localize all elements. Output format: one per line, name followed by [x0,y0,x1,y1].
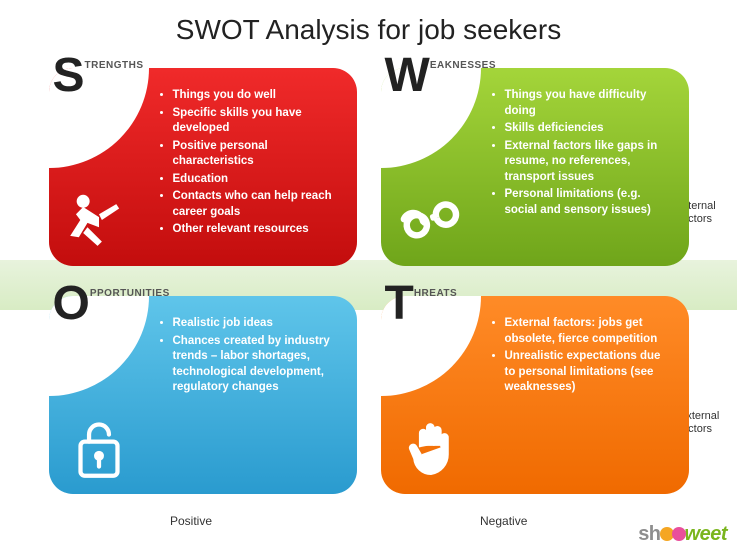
list-item: Things you do well [173,88,341,104]
quadrant-label-rest: TRENGTHS [85,60,144,71]
logo-o-2 [672,527,686,541]
quadrant-letter: O [53,284,88,325]
list-item: Positive personal characteristics [173,139,341,170]
quadrant-letter: T [385,284,412,325]
quadrant-label-rest: PPORTUNITIES [90,288,170,299]
list-item: Personal limitations (e.g. social and se… [505,187,673,218]
list-item: External factors: jobs get obsolete, fie… [505,316,673,347]
quadrant-letter: W [385,56,428,97]
quadrant-heading: THREATS [385,284,458,325]
logo-part-green: weet [685,523,727,545]
quadrant-threats: External factors: jobs get obsolete, fie… [381,284,689,494]
quadrant-heading: WEAKNESSES [385,56,497,97]
quadrant-items: Realistic job ideas Chances created by in… [159,316,341,396]
quadrant-strengths: Things you do well Specific skills you ha… [49,56,357,266]
quadrant-heading: OPPORTUNITIES [53,284,170,325]
list-item: Skills deficiencies [505,121,673,137]
list-item: Specific skills you have developed [173,106,341,137]
logo-part-gray: sh [638,523,660,545]
quadrant-card: Realistic job ideas Chances created by in… [49,296,357,494]
quadrant-heading: STRENGTHS [53,56,144,97]
list-item: Education [173,172,341,188]
quadrant-items: External factors: jobs get obsolete, fie… [491,316,673,396]
quadrant-items: Things you have difficulty doing Skills d… [491,88,673,218]
list-item: Contacts who can help reach career goals [173,189,341,220]
list-item: Realistic job ideas [173,316,341,332]
open-lock-icon [63,416,135,480]
quadrant-items: Things you do well Specific skills you ha… [159,88,341,238]
quadrant-card: External factors: jobs get obsolete, fie… [381,296,689,494]
quadrant-letter: S [53,56,83,97]
list-item: Things you have difficulty doing [505,88,673,119]
list-item: External factors like gaps in resume, no… [505,139,673,186]
quadrant-label-rest: HREATS [414,288,457,299]
quadrant-opportunities: Realistic job ideas Chances created by in… [49,284,357,494]
stop-hand-icon [395,416,467,480]
pushing-figure-icon [63,188,135,252]
swot-grid: Things you do well Specific skills you ha… [49,56,689,494]
quadrant-card: Things you do well Specific skills you ha… [49,68,357,266]
list-item: Chances created by industry trends – lab… [173,334,341,396]
axis-negative: Negative [480,514,527,528]
list-item: Unrealistic expectations due to personal… [505,349,673,396]
quadrant-label-rest: EAKNESSES [430,60,496,71]
list-item: Other relevant resources [173,222,341,238]
showeet-logo: sh weet [638,523,727,546]
axis-positive: Positive [170,514,212,528]
broken-chain-icon [395,188,467,252]
page-title: SWOT Analysis for job seekers [0,0,737,56]
quadrant-weaknesses: Things you have difficulty doing Skills d… [381,56,689,266]
